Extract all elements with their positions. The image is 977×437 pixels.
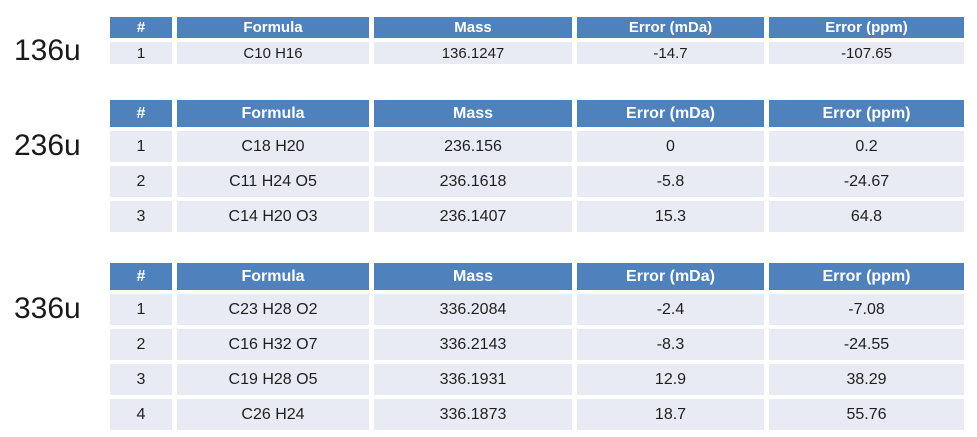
cell-mass: 336.1873 [374, 399, 572, 430]
cell-error-mda: -8.3 [577, 329, 764, 360]
cell-formula: C11 H24 O5 [177, 166, 369, 197]
cell-formula: C16 H32 O7 [177, 329, 369, 360]
column-header-formula: Formula [177, 17, 369, 38]
table-row: 1 C10 H16 136.1247 -14.7 -107.65 [110, 42, 964, 64]
cell-mass: 336.2143 [374, 329, 572, 360]
column-header-error-mda: Error (mDa) [577, 100, 764, 127]
header-row: # Formula Mass Error (mDa) Error (ppm) [110, 100, 964, 127]
cell-number: 2 [110, 329, 172, 360]
cell-error-ppm: 38.29 [769, 364, 964, 395]
formula-results-table: # Formula Mass Error (mDa) Error (ppm) 1 C18 … [105, 96, 969, 236]
column-header-number: # [110, 100, 172, 127]
table-row: 3 C14 H20 O3 236.1407 15.3 64.8 [110, 201, 964, 232]
cell-mass: 236.1618 [374, 166, 572, 197]
column-header-error-ppm: Error (ppm) [769, 100, 964, 127]
cell-number: 3 [110, 364, 172, 395]
column-header-formula: Formula [177, 263, 369, 290]
cell-error-mda: -2.4 [577, 294, 764, 325]
cell-formula: C14 H20 O3 [177, 201, 369, 232]
cell-error-ppm: 55.76 [769, 399, 964, 430]
cell-number: 4 [110, 399, 172, 430]
column-header-mass: Mass [374, 17, 572, 38]
column-header-error-ppm: Error (ppm) [769, 17, 964, 38]
cell-number: 1 [110, 294, 172, 325]
cell-mass: 236.156 [374, 131, 572, 162]
cell-formula: C23 H28 O2 [177, 294, 369, 325]
column-header-mass: Mass [374, 263, 572, 290]
cell-error-ppm: 64.8 [769, 201, 964, 232]
cell-number: 1 [110, 42, 172, 64]
column-header-mass: Mass [374, 100, 572, 127]
header-row: # Formula Mass Error (mDa) Error (ppm) [110, 263, 964, 290]
table-row: 4 C26 H24 336.1873 18.7 55.76 [110, 399, 964, 430]
cell-number: 1 [110, 131, 172, 162]
cell-error-mda: 15.3 [577, 201, 764, 232]
column-header-number: # [110, 17, 172, 38]
cell-mass: 136.1247 [374, 42, 572, 64]
cell-error-ppm: -107.65 [769, 42, 964, 64]
table-row: 1 C18 H20 236.156 0 0.2 [110, 131, 964, 162]
cell-error-ppm: 0.2 [769, 131, 964, 162]
cell-error-mda: 12.9 [577, 364, 764, 395]
table-row: 2 C11 H24 O5 236.1618 -5.8 -24.67 [110, 166, 964, 197]
mass-group-label: 236u [14, 129, 81, 162]
cell-mass: 236.1407 [374, 201, 572, 232]
cell-formula: C26 H24 [177, 399, 369, 430]
cell-mass: 336.2084 [374, 294, 572, 325]
mass-group-label: 136u [14, 34, 81, 67]
table-row: 3 C19 H28 O5 336.1931 12.9 38.29 [110, 364, 964, 395]
cell-formula: C19 H28 O5 [177, 364, 369, 395]
column-header-number: # [110, 263, 172, 290]
column-header-formula: Formula [177, 100, 369, 127]
cell-error-ppm: -24.55 [769, 329, 964, 360]
column-header-error-mda: Error (mDa) [577, 263, 764, 290]
cell-error-ppm: -7.08 [769, 294, 964, 325]
cell-number: 3 [110, 201, 172, 232]
cell-number: 2 [110, 166, 172, 197]
cell-error-mda: -14.7 [577, 42, 764, 64]
cell-error-mda: 18.7 [577, 399, 764, 430]
table-row: 1 C23 H28 O2 336.2084 -2.4 -7.08 [110, 294, 964, 325]
cell-formula: C10 H16 [177, 42, 369, 64]
cell-formula: C18 H20 [177, 131, 369, 162]
cell-mass: 336.1931 [374, 364, 572, 395]
cell-error-mda: -5.8 [577, 166, 764, 197]
mass-group-label: 336u [14, 292, 81, 325]
table-row: 2 C16 H32 O7 336.2143 -8.3 -24.55 [110, 329, 964, 360]
formula-results-table: # Formula Mass Error (mDa) Error (ppm) 1 C10 … [105, 13, 969, 68]
column-header-error-ppm: Error (ppm) [769, 263, 964, 290]
formula-results-table: # Formula Mass Error (mDa) Error (ppm) 1 C23 … [105, 259, 969, 434]
header-row: # Formula Mass Error (mDa) Error (ppm) [110, 17, 964, 38]
column-header-error-mda: Error (mDa) [577, 17, 764, 38]
cell-error-ppm: -24.67 [769, 166, 964, 197]
cell-error-mda: 0 [577, 131, 764, 162]
